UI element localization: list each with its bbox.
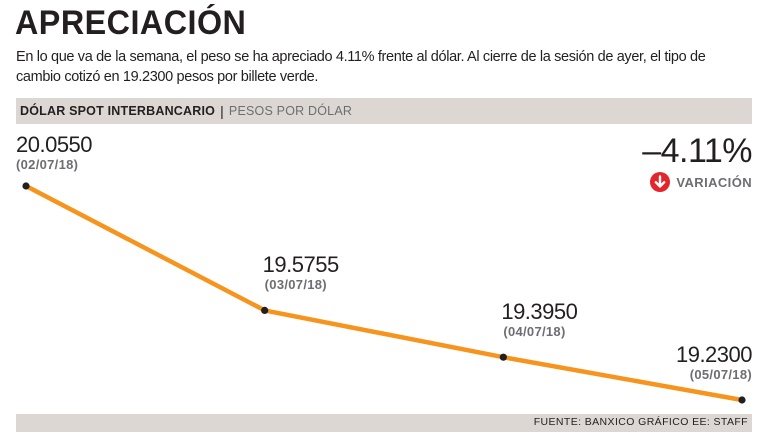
header-separator: | [220,103,224,119]
series-header-bar: DÓLAR SPOT INTERBANCARIO | PESOS POR DÓL… [16,98,752,124]
variation-text: VARIACIÓN [676,174,752,190]
series-label: DÓLAR SPOT INTERBANCARIO [20,104,216,118]
data-label: 19.5755 [262,252,340,278]
x-tick-label: (02/07/18) [16,157,79,172]
point-marker [499,353,507,361]
variation-label-row: VARIACIÓN [650,172,752,192]
series-line [23,183,745,403]
source-footer-bar: FUENTE: BANXICO GRÁFICO EE: STAFF [16,414,752,432]
source-text: FUENTE: BANXICO GRÁFICO EE: STAFF [533,416,748,428]
data-label: 20.0550 [16,132,93,157]
chart-subtitle: En lo que va de la semana, el peso se ha… [16,49,706,85]
data-label: 19.2300 [675,342,753,367]
x-tick-label: (04/07/18) [503,324,566,340]
x-tick-label: (05/07/18) [689,367,752,382]
point-markers [22,182,746,404]
variation-value: –4.11% [642,132,752,170]
data-label: 19.3950 [501,299,578,325]
arrow-down-circle-icon [650,172,671,192]
unit-label: PESOS POR DÓLAR [228,104,353,118]
chart-title: APRECIACIÓN [15,4,247,42]
point-marker [738,396,746,404]
point-marker [22,182,30,190]
x-tick-label: (03/07/18) [264,277,327,293]
point-marker [261,306,269,314]
